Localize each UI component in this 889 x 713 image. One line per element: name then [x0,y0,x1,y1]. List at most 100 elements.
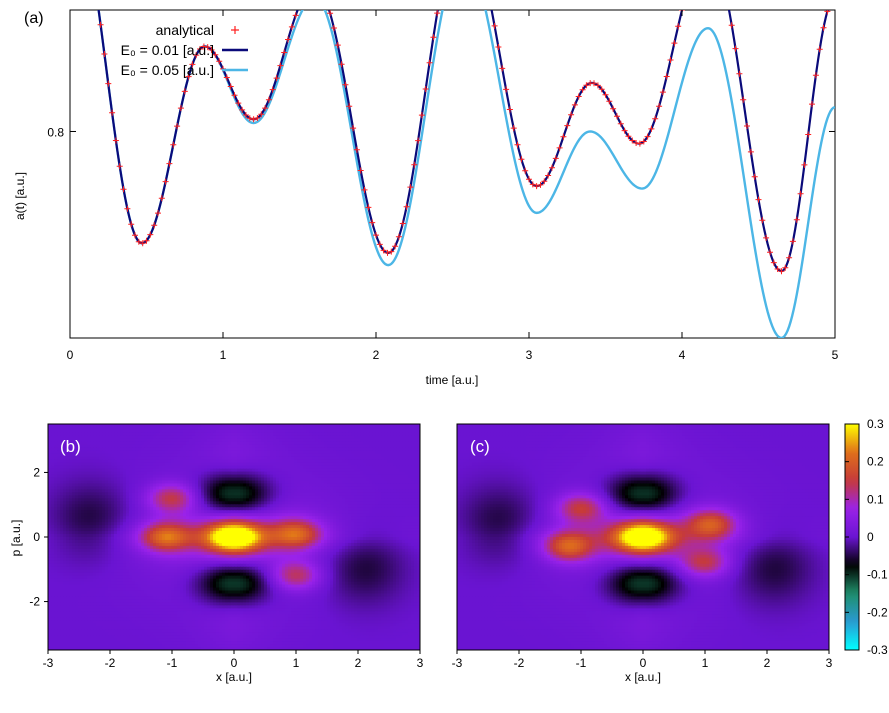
heatmap-cell [120,495,124,499]
analytical-marker [663,73,670,80]
heatmap-cell [288,426,292,431]
heatmap-cell [99,424,103,428]
heatmap-cell [285,450,289,455]
heatmap-cell [291,468,295,473]
heatmap-cell [207,516,211,520]
heatmap-cell [183,465,187,470]
heatmap-cell [75,426,79,431]
heatmap-cell [300,516,304,520]
heatmap-cell [159,426,163,431]
heatmap-cell [282,424,286,428]
heatmap-cell [174,462,178,467]
heatmap-cell [396,474,400,479]
heatmap-cell [276,507,280,511]
heatmap-cell [126,525,130,529]
heatmap-cell [117,504,121,508]
heatmap-cell [297,480,301,485]
heatmap-cell [324,525,328,529]
heatmap-cell [234,447,238,452]
heatmap-cell [183,510,187,514]
heatmap-cell [246,456,250,461]
heatmap-cell [99,435,103,440]
heatmap-cell [195,441,199,446]
heatmap-cell [306,435,310,440]
heatmap-cell [246,477,250,482]
heatmap-cell [315,477,319,482]
heatmap-cell [300,477,304,482]
heatmap-cell [303,498,307,502]
heatmap-cell [63,513,67,517]
heatmap-cell [315,426,319,431]
heatmap-cell [384,519,388,523]
heatmap-cell [312,525,316,529]
heatmap-cell [267,510,271,514]
heatmap-cell [390,456,394,461]
heatmap-cell [288,507,292,511]
heatmap-cell [171,495,175,499]
heatmap-cell [225,507,229,511]
heatmap-cell [384,501,388,505]
heatmap-cell [129,513,133,517]
heatmap-cell [195,504,199,508]
heatmap-cell [408,447,412,452]
heatmap-cell [243,489,247,493]
analytical-marker [659,89,666,96]
heatmap-cell [360,444,364,449]
heatmap-cell [336,468,340,473]
heatmap-cell [309,504,313,508]
heatmap-cell [387,477,391,482]
heatmap-cell [153,429,157,434]
heatmap-cell [321,510,325,514]
heatmap-cell [222,429,226,434]
heatmap-cell [378,444,382,449]
heatmap-cell [192,468,196,473]
heatmap-cell [324,516,328,520]
heatmap-cell [93,465,97,470]
heatmap-cell [261,489,265,493]
heatmap-cell [351,492,355,496]
heatmap-cell [390,447,394,452]
panel-a-frame [69,9,836,339]
heatmap-cell [417,522,420,526]
heatmap-cell [258,498,262,502]
heatmap-cell [246,528,250,532]
heatmap-cell [231,495,235,499]
heatmap-cell [150,525,154,529]
heatmap-cell [96,522,100,526]
heatmap-cell [261,480,265,485]
heatmap-cell [93,435,97,440]
heatmap-cell [312,495,316,499]
heatmap-cell [381,486,385,491]
heatmap-cell [192,435,196,440]
heatmap-cell [243,459,247,464]
heatmap-cell [387,444,391,449]
heatmap-cell [216,429,220,434]
heatmap-cell [339,432,343,437]
heatmap-cell [189,486,193,491]
heatmap-cell [312,471,316,476]
heatmap-cell [243,525,247,529]
heatmap-cell [279,486,283,491]
heatmap-cell [147,480,151,485]
heatmap-cell [57,447,61,452]
heatmap-cell [327,462,331,467]
heatmap-cell [333,456,337,461]
heatmap-cell [84,495,88,499]
heatmap-cell [48,501,52,505]
heatmap-cell [297,465,301,470]
heatmap-cell [138,480,142,485]
heatmap-cell [342,480,346,485]
heatmap-cell [255,444,259,449]
heatmap-cell [282,522,286,526]
heatmap-cell [81,516,85,520]
heatmap-cell [288,462,292,467]
heatmap-cell [345,429,349,434]
heatmap-cell [234,480,238,485]
heatmap-cell [366,450,370,455]
heatmap-cell [372,447,376,452]
heatmap-cell [354,426,358,431]
heatmap-cell [381,522,385,526]
analytical-marker [124,205,131,212]
heatmap-cell [411,456,415,461]
heatmap-cell [189,495,193,499]
